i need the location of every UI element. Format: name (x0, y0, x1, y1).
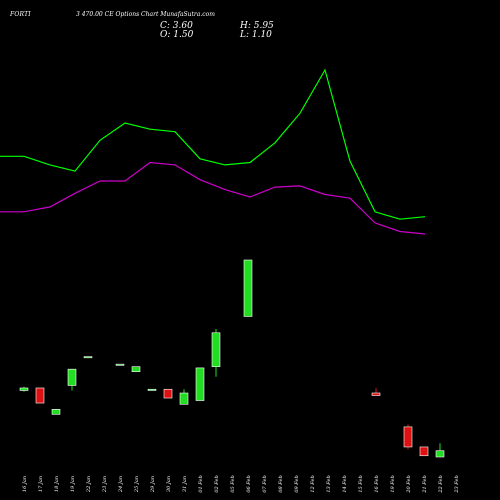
date-tick-label: 29 Jan (150, 476, 156, 493)
candle-body (435, 450, 445, 458)
date-tick-label: 22 Jan (86, 476, 92, 493)
candle-body (243, 259, 253, 317)
date-tick-label: 24 Jan (118, 476, 124, 493)
date-tick-label: 30 Jan (166, 476, 172, 492)
date-tick-label: 16 Feb (374, 475, 380, 492)
candle-body (163, 388, 173, 399)
date-tick-label: 23 Jan (102, 476, 108, 493)
low-price-label: L: 1.10 (240, 30, 272, 40)
candle-body (403, 426, 413, 448)
candle-body (19, 387, 29, 391)
candle-body (211, 332, 221, 367)
overlay-line-2 (0, 161, 426, 235)
date-tick-label: 13 Feb (326, 475, 332, 492)
candle-body (419, 446, 429, 457)
date-tick-label: 08 Feb (278, 475, 284, 492)
close-price-label: C: 3.60 (160, 21, 193, 31)
candle-body (371, 392, 381, 396)
date-tick-label: 19 Feb (390, 475, 396, 492)
candle-body (67, 368, 77, 386)
date-tick-label: 17 Jan (38, 476, 44, 492)
candle-body (83, 356, 93, 359)
date-tick-label: 15 Feb (358, 475, 364, 492)
date-tick-label: 12 Feb (310, 475, 316, 492)
candle-body (131, 366, 141, 372)
open-price-label: O: 1.50 (160, 30, 194, 40)
candle-body (51, 409, 61, 415)
date-tick-label: 20 Feb (406, 475, 412, 493)
date-tick-label: 18 Jan (54, 476, 60, 492)
date-tick-label: 01 Feb (198, 475, 204, 492)
candle-body (195, 367, 205, 401)
date-tick-label: 09 Feb (294, 475, 300, 492)
date-tick-label: 14 Feb (342, 475, 348, 492)
date-tick-label: 16 Jan (22, 476, 28, 492)
overlay-line-1 (0, 68, 426, 220)
date-tick-label: 23 Feb (454, 475, 460, 493)
candle-body (35, 387, 45, 404)
date-tick-label: 05 Feb (230, 475, 236, 492)
high-price-label: H: 5.95 (240, 21, 274, 31)
date-tick-label: 21 Feb (422, 475, 428, 493)
candle-body (147, 388, 157, 391)
date-tick-label: 31 Jan (182, 476, 188, 492)
chart-subtitle: 3 470.00 CE Options Chart MunafaSutra.co… (76, 11, 215, 18)
date-tick-label: 02 Feb (214, 475, 220, 492)
date-tick-label: 07 Feb (262, 475, 268, 492)
symbol-label: FORTI (10, 11, 31, 18)
date-tick-label: 22 Feb (438, 475, 444, 493)
date-tick-label: 25 Jan (134, 476, 140, 493)
candle-body (179, 392, 189, 405)
candle-body (115, 363, 125, 366)
date-tick-label: 19 Jan (70, 476, 76, 492)
date-tick-label: 06 Feb (246, 475, 252, 492)
